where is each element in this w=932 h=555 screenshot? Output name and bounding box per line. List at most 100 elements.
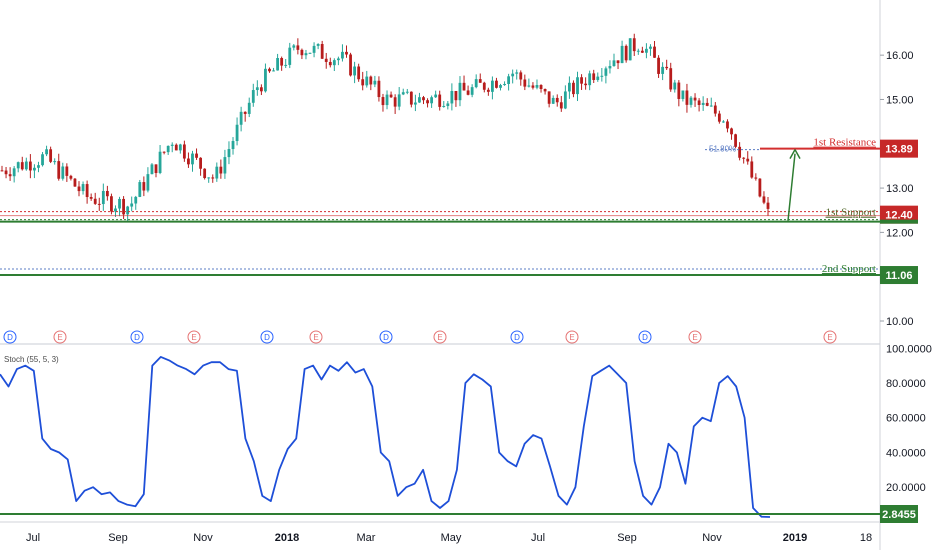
x-tick-label: Sep — [108, 532, 128, 544]
stoch-tick-label: 80.0000 — [886, 378, 926, 390]
earnings-marker-label: E — [827, 333, 832, 342]
candle-body — [93, 198, 97, 204]
candle-body — [353, 66, 357, 76]
candle-body — [519, 72, 523, 80]
candle-body — [754, 177, 758, 179]
earnings-marker — [688, 330, 702, 344]
candle-body — [215, 166, 219, 179]
x-tick-label: Mar — [357, 532, 376, 544]
candle-body — [207, 177, 211, 179]
candle-body — [89, 197, 93, 199]
candle-body — [369, 76, 373, 85]
earnings-marker — [309, 330, 323, 344]
axes-group: 16.00 15.00 13.00 12.00 10.00 100.0000 80.0000… — [26, 50, 932, 544]
candle-body — [57, 161, 61, 179]
candle-body — [677, 82, 681, 99]
dividend-marker — [3, 330, 17, 344]
candle-body — [105, 190, 109, 197]
candle-body — [130, 203, 134, 207]
candle-body — [122, 198, 125, 215]
candle-body — [8, 174, 12, 177]
candle-body — [547, 91, 551, 104]
dividend-marker-label: D — [514, 333, 520, 342]
candle-body — [450, 90, 454, 104]
candle-body — [211, 177, 215, 179]
candle-body — [251, 90, 255, 103]
candle-body — [336, 58, 340, 61]
candle-body — [527, 85, 531, 87]
candle-body — [33, 167, 36, 171]
dividend-marker-label: D — [642, 333, 648, 342]
earnings-marker-label: E — [191, 333, 196, 342]
candles-group — [0, 33, 770, 223]
candle-body — [203, 168, 207, 179]
candle-body — [154, 164, 158, 173]
candle-body — [296, 45, 300, 50]
candle-body — [138, 182, 142, 197]
x-tick-label: Jul — [26, 532, 40, 544]
candle-body — [385, 94, 389, 106]
candle-body — [4, 170, 8, 175]
candle-body — [738, 146, 742, 158]
candle-body — [324, 58, 328, 62]
candle-body — [458, 82, 462, 101]
price-tick-label: 15.00 — [886, 94, 914, 106]
candle-body — [563, 91, 567, 109]
x-tick-label: May — [441, 532, 462, 544]
dividend-marker — [638, 330, 652, 344]
candle-body — [389, 94, 393, 98]
fib-label: 51.80% — [709, 145, 736, 154]
candle-body — [268, 68, 271, 72]
candle-body — [604, 68, 608, 76]
support2-badge: 11.06 — [886, 270, 913, 282]
candle-body — [742, 157, 746, 159]
candle-body — [661, 66, 665, 74]
candle-body — [377, 80, 381, 98]
candle-body — [85, 184, 89, 198]
candle-body — [146, 174, 150, 191]
stoch-tick-label: 20.0000 — [886, 482, 926, 494]
candle-body — [580, 77, 583, 84]
candle-body — [478, 79, 482, 83]
support2-badge-bg — [880, 266, 918, 285]
target-arrow-head — [789, 149, 801, 160]
candle-body — [746, 158, 750, 162]
candle-body — [288, 47, 292, 65]
candle-body — [276, 58, 279, 71]
candle-body — [413, 102, 417, 105]
earnings-marker-label: E — [313, 333, 318, 342]
candle-body — [726, 121, 729, 129]
candle-body — [418, 97, 421, 103]
candle-body — [41, 154, 44, 166]
candle-body — [657, 57, 660, 74]
candle-body — [689, 97, 693, 105]
candle-body — [568, 82, 571, 92]
candle-body — [486, 89, 490, 92]
price-tick-label: 16.00 — [886, 50, 914, 62]
candle-body — [612, 60, 616, 67]
candle-body — [191, 153, 194, 165]
candle-body — [438, 94, 442, 107]
candle-body — [243, 111, 247, 114]
candle-body — [126, 206, 130, 215]
candle-body — [231, 141, 235, 150]
candle-body — [118, 198, 121, 209]
candle-body — [341, 51, 344, 59]
candle-body — [365, 76, 369, 86]
candle-body — [357, 66, 361, 80]
candle-body — [223, 157, 227, 174]
candle-body — [507, 76, 511, 84]
stochastic-group: Stoch (55, 5, 3) — [0, 355, 880, 518]
candle-body — [28, 161, 32, 171]
candle-body — [730, 128, 733, 135]
candle-body — [620, 45, 624, 64]
earnings-marker-label: E — [437, 333, 442, 342]
support1-badge-bg — [880, 205, 918, 224]
candle-body — [584, 83, 588, 86]
dividend-marker — [510, 330, 524, 344]
candle-body — [312, 45, 316, 53]
candle-body — [37, 165, 40, 168]
candle-body — [766, 202, 770, 209]
